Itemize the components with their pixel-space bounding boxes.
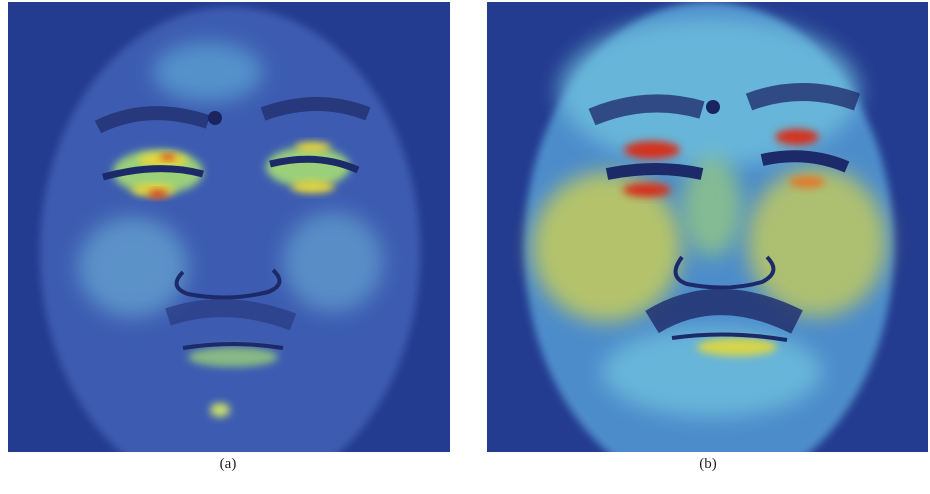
heatmap-image-a xyxy=(8,2,450,452)
caption: (b) xyxy=(678,456,738,473)
figure: (a) (b) xyxy=(0,0,930,494)
caption: (a) xyxy=(198,456,258,473)
heatmap-image-b xyxy=(487,2,928,452)
